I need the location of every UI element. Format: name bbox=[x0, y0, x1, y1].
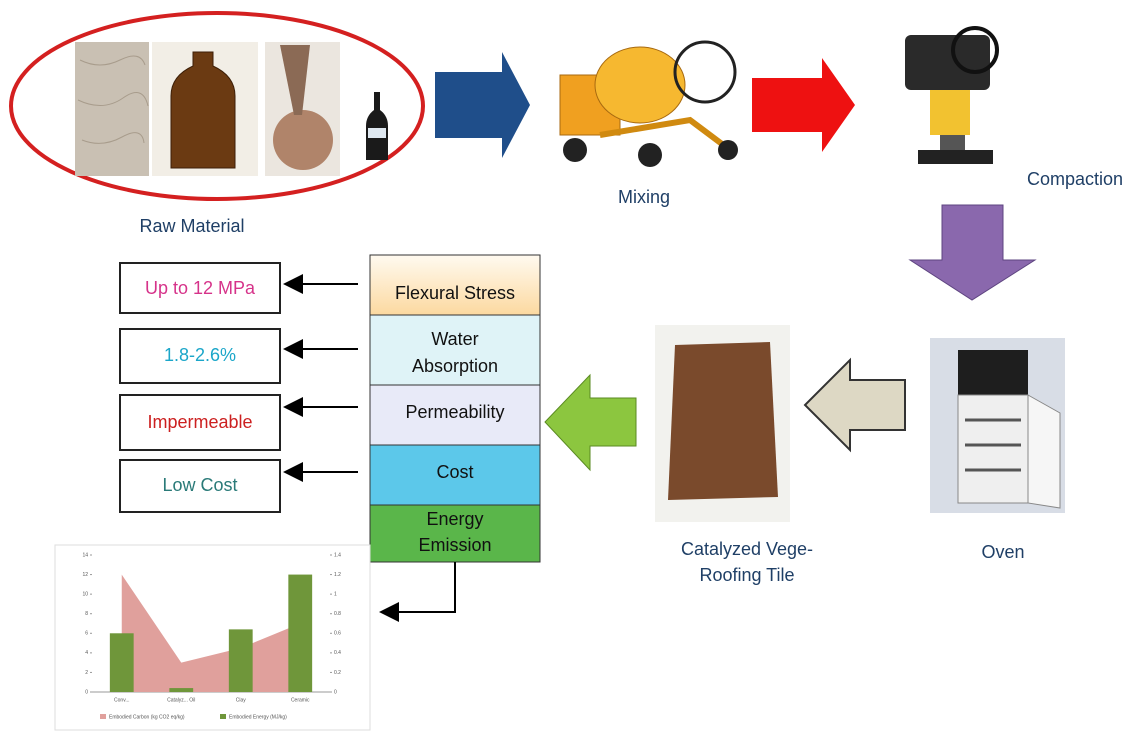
legend-label: Embodied Energy (MJ/kg) bbox=[229, 714, 287, 720]
y-tick-label: 0 bbox=[85, 689, 88, 695]
tile-shape bbox=[668, 342, 778, 500]
y-tick-label: 4 bbox=[85, 650, 88, 656]
bar bbox=[110, 633, 134, 692]
arrow-purple bbox=[910, 205, 1035, 300]
y-tick-label: 10 bbox=[82, 591, 88, 597]
arrow-green bbox=[545, 375, 636, 470]
arrow-beige bbox=[805, 360, 905, 450]
property-text: Energy bbox=[426, 509, 483, 529]
result-text: 1.8-2.6% bbox=[164, 345, 236, 365]
x-tick-label: Conv... bbox=[114, 697, 129, 703]
result-text: Low Cost bbox=[162, 475, 237, 495]
oven-image bbox=[930, 338, 1065, 513]
y2-tick-label: 0.2 bbox=[334, 670, 341, 676]
y2-tick-label: 1.2 bbox=[334, 572, 341, 578]
y-tick-label: 8 bbox=[85, 611, 88, 617]
y2-tick-label: 0.4 bbox=[334, 650, 341, 656]
legend-swatch bbox=[220, 714, 226, 719]
legend-swatch bbox=[100, 714, 106, 719]
process-diagram: Raw Material Mixing Compaction Oven Cata… bbox=[0, 0, 1141, 731]
tile-label-line2: Roofing Tile bbox=[699, 565, 794, 585]
compaction-label: Compaction bbox=[1027, 169, 1123, 189]
arrow-red bbox=[752, 58, 855, 152]
powder-pile bbox=[273, 110, 333, 170]
property-text: Flexural Stress bbox=[395, 283, 515, 303]
bar bbox=[288, 575, 312, 692]
raw-material-label: Raw Material bbox=[139, 216, 244, 236]
y2-tick-label: 0.6 bbox=[334, 631, 341, 637]
y-tick-label: 14 bbox=[82, 552, 88, 558]
property-text: Cost bbox=[436, 462, 473, 482]
property-text: Emission bbox=[418, 535, 491, 555]
y2-tick-label: 0 bbox=[334, 689, 337, 695]
bar bbox=[169, 688, 193, 692]
property-text: Absorption bbox=[412, 356, 498, 376]
y-tick-label: 12 bbox=[82, 572, 88, 578]
compactor-image bbox=[905, 28, 997, 164]
y2-tick-label: 0.8 bbox=[334, 611, 341, 617]
x-tick-label: Clay bbox=[236, 697, 247, 703]
x-tick-label: Catalyz... Oil bbox=[167, 697, 195, 703]
mixing-label: Mixing bbox=[618, 187, 670, 207]
y-tick-label: 2 bbox=[85, 670, 88, 676]
y-tick-label: 6 bbox=[85, 631, 88, 637]
result-text: Impermeable bbox=[147, 412, 252, 432]
bar bbox=[229, 629, 253, 692]
catalyst-bottle bbox=[366, 92, 388, 160]
result-text: Up to 12 MPa bbox=[145, 278, 256, 298]
oven-label: Oven bbox=[981, 542, 1024, 562]
mini-chart-frame bbox=[55, 545, 370, 730]
legend-label: Embodied Carbon (kg CO2 eq/kg) bbox=[109, 714, 185, 720]
arrow-blue bbox=[435, 52, 530, 158]
property-text: Permeability bbox=[405, 402, 504, 422]
catalyst-label bbox=[368, 128, 386, 138]
x-tick-label: Ceramic bbox=[291, 697, 310, 703]
property-text: Water bbox=[431, 329, 478, 349]
y2-tick-label: 1.4 bbox=[334, 552, 341, 558]
tile-label-line1: Catalyzed Vege- bbox=[681, 539, 813, 559]
y2-tick-label: 1 bbox=[334, 591, 337, 597]
mixer-image bbox=[560, 42, 738, 167]
